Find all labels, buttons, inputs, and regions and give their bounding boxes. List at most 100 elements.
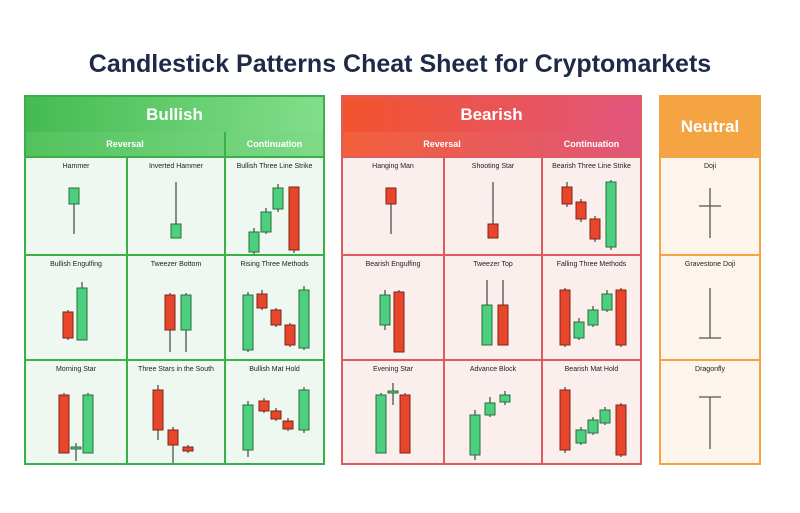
pattern-cell: Dragonfly [661, 359, 759, 463]
candlestick-diagram [170, 182, 182, 239]
bearish-candle [282, 418, 294, 431]
pattern-cell: Shooting Star [445, 156, 543, 254]
bullish-candle [499, 391, 511, 405]
bearish-subheader: Reversal Continuation [343, 132, 640, 156]
bullish-candle [242, 401, 254, 457]
bullish-candle [260, 208, 272, 234]
continuation-label: Continuation [246, 139, 303, 149]
pattern-label: Bearish Mat Hold [564, 366, 619, 373]
bullish-candle [469, 410, 481, 460]
pattern-cell: Tweezer Top [445, 254, 543, 359]
bullish-candle [573, 318, 585, 340]
pattern-label: Morning Star [55, 366, 97, 373]
candlestick-diagram [242, 387, 310, 457]
pattern-label: Falling Three Methods [556, 261, 627, 268]
bullish-panel: Bullish Reversal Continuation Hammer Inve… [24, 95, 325, 465]
pattern-label: Inverted Hammer [148, 163, 204, 170]
candlestick-diagram [68, 187, 80, 234]
pattern-label: Shooting Star [471, 163, 515, 170]
candlestick-diagram [559, 288, 627, 347]
continuation-label: Continuation [563, 139, 620, 149]
bearish-candle [385, 187, 397, 234]
bullish-header: Bullish [26, 97, 323, 132]
bearish-candle [487, 182, 499, 239]
pattern-cell: Falling Three Methods [543, 254, 640, 359]
reversal-label: Reversal [26, 132, 226, 156]
pattern-label: Tweezer Bottom [150, 261, 202, 268]
pattern-cell: Bullish Three Line Strike [226, 156, 323, 255]
bullish-candle [387, 383, 399, 405]
pattern-cell: Bullish Mat Hold [226, 359, 323, 463]
bearish-header: Bearish [343, 97, 640, 132]
bullish-candle [575, 427, 587, 445]
bullish-subheader: Reversal Continuation [26, 132, 323, 156]
pattern-cell: Tweezer Bottom [128, 254, 226, 359]
bullish-candle [605, 180, 617, 250]
pattern-label: Bullish Mat Hold [249, 366, 300, 373]
candlestick-diagram [487, 182, 499, 239]
bullish-candle [599, 407, 611, 425]
bearish-candle [561, 182, 573, 207]
pattern-label: Doji [703, 163, 717, 170]
neutral-panel: Neutral Doji Gravestone Doji Dragonfly [659, 95, 761, 465]
candlestick-diagram [248, 184, 300, 255]
bullish-candle [170, 182, 182, 239]
candlestick-diagram [469, 391, 511, 460]
bearish-candle [270, 408, 282, 421]
bearish-candle [575, 199, 587, 222]
bearish-candle [559, 288, 571, 347]
bullish-candle [248, 228, 260, 255]
candlestick-diagram [699, 396, 721, 449]
bearish-candle [288, 186, 300, 253]
bearish-candle [559, 387, 571, 453]
pattern-cell: Hanging Man [343, 156, 445, 254]
pattern-cell: Bearish Mat Hold [543, 359, 640, 463]
reversal-label: Reversal [343, 132, 543, 156]
bearish-candle [182, 445, 194, 453]
pattern-label: Evening Star [372, 366, 414, 373]
pattern-cell: Bullish Engulfing [26, 254, 128, 359]
bearish-candle [256, 290, 268, 310]
candlestick-diagram [699, 288, 721, 339]
candlestick-diagram [375, 383, 411, 454]
bearish-candle [284, 323, 296, 347]
bearish-candle [615, 288, 627, 347]
bullish-candle [484, 397, 496, 417]
pattern-label: Gravestone Doji [684, 261, 736, 268]
candlestick-diagram [481, 280, 509, 346]
bullish-candle [68, 187, 80, 234]
candlestick-diagram [242, 286, 310, 352]
candlestick-diagram [699, 188, 721, 238]
bullish-candle [76, 282, 88, 341]
candlestick-diagram [62, 282, 88, 341]
bullish-candle [587, 306, 599, 327]
bearish-candle [152, 385, 164, 440]
pattern-cell: Doji [661, 156, 759, 254]
pattern-label: Hammer [62, 163, 90, 170]
bearish-candle [167, 427, 179, 463]
pattern-cell: Rising Three Methods [226, 254, 323, 359]
pattern-label: Hanging Man [372, 163, 414, 170]
bearish-candle [615, 403, 627, 457]
neutral-header: Neutral [661, 97, 759, 156]
pattern-cell: Evening Star [343, 359, 445, 463]
candlestick-diagram [152, 385, 194, 463]
pattern-label: Tweezer Top [473, 261, 513, 268]
pattern-label: Bearish Engulfing [365, 261, 421, 268]
pattern-cell: Inverted Hammer [128, 156, 226, 254]
candlestick-diagram [385, 187, 397, 234]
candlestick-diagram [379, 290, 405, 353]
bullish-candle [375, 393, 387, 454]
candlestick-diagram [164, 293, 192, 352]
pattern-cell: Hammer [26, 156, 128, 254]
pattern-label: Bullish Three Line Strike [236, 163, 313, 170]
candlestick-diagram [58, 393, 94, 461]
bearish-candle [497, 280, 509, 346]
pattern-label: Advance Block [469, 366, 517, 373]
pattern-cell: Bearish Engulfing [343, 254, 445, 359]
bullish-candle [298, 286, 310, 350]
candlestick-diagram [559, 387, 627, 457]
bearish-candle [393, 290, 405, 353]
bearish-candle [589, 216, 601, 242]
page-title: Candlestick Patterns Cheat Sheet for Cry… [88, 50, 712, 78]
